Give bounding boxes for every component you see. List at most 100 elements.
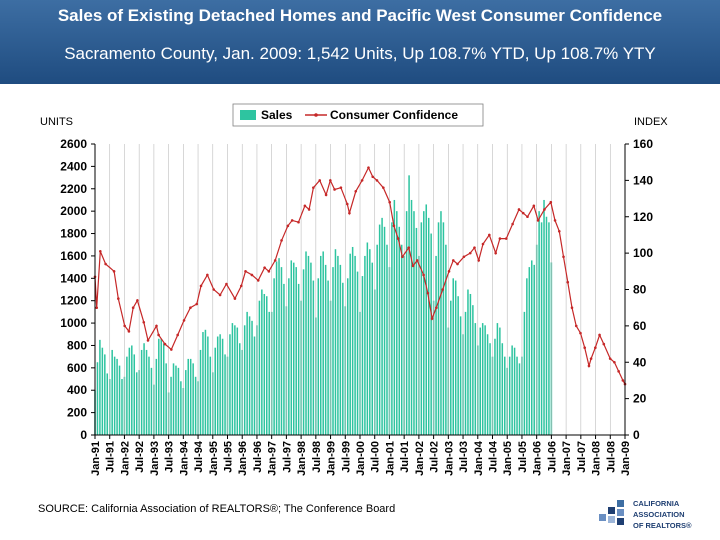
sales-bar — [243, 325, 246, 435]
confidence-point — [536, 219, 540, 222]
confidence-point — [388, 200, 391, 204]
sales-bar — [121, 379, 123, 435]
confidence-point — [498, 237, 502, 240]
confidence-point — [451, 259, 455, 262]
sales-bar — [145, 349, 148, 435]
x-tick-label: Jan-92 — [119, 441, 131, 476]
sales-bar — [531, 260, 533, 435]
sales-bar — [327, 280, 329, 435]
sales-bar — [302, 269, 305, 435]
sales-bar — [501, 343, 504, 435]
sales-bar — [346, 278, 349, 435]
sales-bar — [381, 217, 383, 435]
sales-bar — [435, 255, 437, 435]
left-tick-label: 2200 — [60, 182, 87, 196]
sales-bar — [140, 349, 143, 435]
left-tick-label: 1600 — [60, 249, 87, 263]
confidence-point — [441, 288, 444, 291]
confidence-point — [375, 179, 379, 182]
sales-bar — [376, 244, 378, 435]
sales-bar — [356, 271, 359, 435]
confidence-point — [435, 306, 438, 309]
sales-bar — [194, 376, 197, 435]
sales-bar — [126, 356, 128, 435]
sales-bar — [540, 222, 543, 435]
sales-bar — [454, 280, 457, 435]
sales-bar — [180, 381, 182, 435]
sales-bar — [342, 282, 344, 435]
sales-bar — [148, 356, 150, 435]
x-tick-label: Jul-08 — [605, 441, 617, 473]
confidence-point — [112, 270, 116, 273]
left-tick-label: 2400 — [60, 159, 87, 173]
confidence-point — [146, 339, 150, 342]
sales-bar — [135, 372, 138, 435]
sales-bar — [496, 323, 499, 435]
sales-bar — [410, 199, 413, 435]
confidence-point — [318, 179, 322, 182]
x-tick-label: Jul-94 — [193, 440, 205, 473]
sales-bar — [187, 358, 189, 435]
sales-bar — [518, 363, 521, 435]
legend-confidence-label: Consumer Confidence — [330, 108, 458, 122]
sales-bar — [170, 376, 172, 435]
sales-bar — [423, 211, 425, 435]
sales-bar — [408, 175, 410, 436]
sales-bar — [420, 222, 423, 435]
sales-bar — [430, 233, 432, 435]
confidence-point — [415, 259, 419, 262]
sales-bar — [189, 358, 192, 435]
sales-bar — [253, 336, 256, 435]
confidence-point — [598, 333, 601, 337]
confidence-point — [477, 259, 481, 262]
sales-bar — [528, 267, 531, 435]
confidence-point — [218, 293, 222, 297]
confidence-point — [360, 179, 364, 182]
sales-bar — [427, 217, 430, 435]
confidence-point — [189, 306, 192, 309]
sales-bar — [231, 323, 234, 435]
confidence-point — [401, 255, 404, 259]
confidence-point — [244, 270, 247, 273]
confidence-point — [297, 220, 300, 224]
sales-bar — [297, 283, 300, 435]
sales-bar — [400, 244, 403, 435]
car-logo: CALIFORNIA ASSOCIATION OF REALTORS® — [597, 494, 709, 536]
sales-bar — [457, 296, 459, 435]
confidence-point — [488, 233, 491, 237]
sales-bar — [364, 255, 366, 435]
x-tick-label: Jan-97 — [267, 441, 279, 476]
sales-bar — [516, 356, 518, 435]
sales-bar — [548, 222, 550, 435]
sales-bar — [489, 343, 491, 435]
confidence-point — [155, 324, 158, 328]
sales-bar — [494, 338, 496, 435]
x-tick-label: Jul-00 — [370, 441, 382, 473]
right-tick-label: 80 — [633, 283, 647, 297]
sales-bar — [128, 347, 131, 435]
sales-bar — [307, 255, 310, 435]
sales-bar — [415, 227, 418, 435]
confidence-point — [123, 324, 126, 328]
sales-bar — [450, 300, 452, 435]
confidence-point — [324, 193, 328, 197]
x-tick-label: Jul-95 — [223, 441, 235, 473]
x-tick-label: Jul-04 — [488, 440, 500, 473]
right-tick-label: 60 — [633, 319, 647, 333]
sales-bar — [467, 289, 469, 435]
sales-bar — [310, 262, 312, 435]
confidence-point — [594, 346, 597, 350]
sales-bar — [369, 249, 371, 435]
left-axis-label: UNITS — [40, 116, 73, 128]
sales-bar — [508, 356, 511, 435]
sales-bar — [499, 327, 501, 435]
confidence-point — [290, 219, 294, 222]
x-tick-label: Jan-93 — [149, 441, 161, 476]
header-banner: Sales of Existing Detached Homes and Pac… — [0, 0, 720, 84]
source-note: SOURCE: California Association of REALTO… — [38, 503, 396, 515]
x-tick-label: Jan-96 — [237, 441, 249, 476]
sales-bar — [317, 278, 320, 435]
confidence-point — [570, 306, 574, 309]
sales-bar — [386, 244, 388, 435]
confidence-point — [422, 273, 425, 277]
